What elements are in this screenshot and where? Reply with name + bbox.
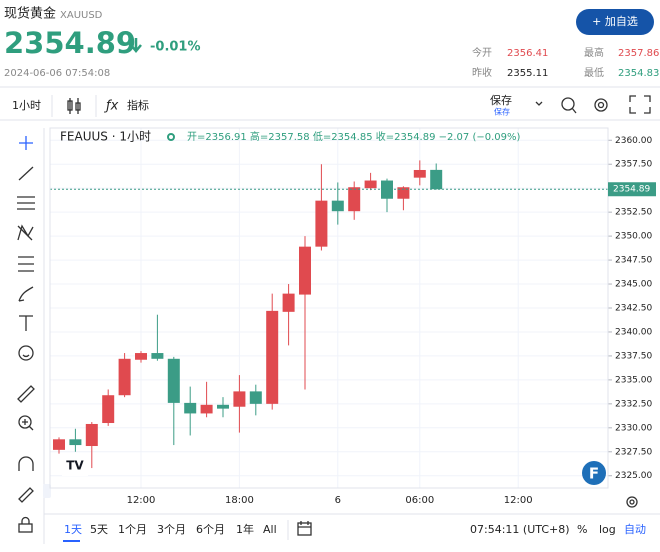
y-tick-label: 2337.50 [615, 351, 652, 361]
x-tick-label: 6 [335, 495, 341, 506]
status-dot [167, 133, 175, 141]
symbol: XAUUSD [60, 10, 103, 21]
y-tick-label: 2327.50 [615, 447, 652, 457]
fullscreen-icon[interactable] [629, 95, 651, 114]
candle-body [430, 169, 443, 190]
range[interactable]: 1个月 [118, 523, 147, 536]
change: -0.01% [150, 40, 201, 55]
down-arrow [130, 38, 142, 53]
candle-body [118, 358, 131, 396]
candle-body [69, 439, 82, 446]
candle-body [364, 180, 377, 189]
candle-body [266, 310, 279, 404]
range[interactable]: 6个月 [196, 523, 225, 536]
x-tick-label: 12:00 [127, 495, 156, 506]
stat-label: 最低 [584, 66, 604, 79]
candle-body [299, 246, 311, 295]
candle-body [200, 404, 213, 414]
y-tick-label: 2352.50 [615, 208, 652, 218]
plot-frame [49, 127, 609, 489]
log-toggle[interactable]: log [599, 523, 616, 536]
candle-body [135, 353, 147, 360]
y-tick-label: 2325.00 [615, 471, 652, 481]
f-logo [582, 461, 606, 485]
clock: 07:54:11 (UTC+8) [470, 523, 570, 536]
stat-value: 2355.11 [507, 68, 548, 79]
interval[interactable]: 1小时 [12, 99, 41, 112]
y-tick-label: 2345.00 [615, 280, 652, 290]
drawing-tools[interactable] [17, 136, 35, 533]
collapse-handle[interactable] [43, 484, 51, 498]
tv-logo [62, 456, 88, 476]
y-tick-label: 2330.00 [615, 423, 652, 433]
y-tick-label: 2340.00 [615, 327, 652, 337]
replay-icon[interactable] [561, 97, 577, 114]
stat-label: 今开 [472, 46, 492, 59]
percent-toggle[interactable]: % [577, 523, 587, 536]
legend-ohlc: 开=2356.91 高=2357.58 低=2354.85 收=2354.89 … [187, 130, 521, 143]
last-price-label: 2354.89 [613, 185, 650, 195]
x-tick-label: 18:00 [225, 495, 254, 506]
range[interactable]: 3个月 [157, 523, 186, 536]
stat-label: 最高 [584, 46, 604, 59]
settings-icon[interactable] [594, 98, 608, 112]
add-watchlist-button[interactable] [576, 9, 654, 35]
candle-body [167, 358, 180, 403]
indicators[interactable]: 指标 [127, 98, 149, 112]
candle-body [348, 187, 361, 212]
chevron[interactable] [535, 101, 543, 106]
candle-icon[interactable] [67, 98, 81, 114]
range[interactable]: 1年 [236, 522, 254, 536]
candle-body [315, 200, 328, 247]
candle-body [151, 353, 164, 359]
candle-body [53, 439, 65, 450]
last-price-tag [608, 182, 656, 197]
stat-value: 2357.86 [618, 48, 659, 59]
save-sub: 保存 [494, 107, 510, 117]
x-tick-label: 12:00 [504, 495, 533, 506]
candle-body [217, 404, 229, 409]
candle-body [413, 169, 426, 178]
candle-body [184, 402, 197, 414]
y-tick-label: 2357.50 [615, 160, 652, 170]
tv-logo-text: TV [66, 459, 84, 473]
auto-toggle[interactable]: 自动 [624, 523, 646, 536]
candle-body [282, 293, 295, 312]
datetime: 2024-06-06 07:54:08 [4, 68, 110, 79]
f-logo-text: F [589, 465, 599, 483]
y-tick-label: 2347.50 [615, 256, 652, 266]
stat-value: 2354.83 [618, 68, 659, 79]
candle-body [85, 423, 98, 447]
range[interactable]: 1天 [64, 523, 82, 536]
y-tick-label: 2332.50 [615, 399, 652, 409]
calendar-icon[interactable] [297, 521, 312, 536]
range[interactable]: 5天 [90, 523, 108, 536]
price: 2354.89 [4, 26, 136, 60]
y-tick-label: 2342.50 [615, 304, 652, 314]
y-tick-label: 2335.00 [615, 375, 652, 385]
candle-body [249, 391, 262, 404]
candle-body [331, 200, 344, 212]
legend-symbol: FEAUUS · 1小时 [60, 130, 151, 144]
save[interactable]: 保存 [490, 93, 512, 107]
button-label: + 加自选 [592, 15, 638, 28]
x-tick-label: 06:00 [405, 495, 434, 506]
stat-value: 2356.41 [507, 48, 548, 59]
candle-body [233, 391, 246, 407]
plot [50, 128, 612, 488]
candle-body [397, 187, 410, 199]
y-tick-label: 2350.00 [615, 232, 652, 242]
candle-body [102, 395, 115, 424]
fx-icon[interactable]: ƒx [103, 99, 119, 114]
range[interactable]: All [263, 523, 277, 536]
stat-label: 昨收 [472, 66, 492, 79]
y-tick-label: 2360.00 [615, 136, 652, 146]
title: 现货黄金 [4, 6, 56, 22]
axis-settings[interactable] [626, 496, 638, 508]
